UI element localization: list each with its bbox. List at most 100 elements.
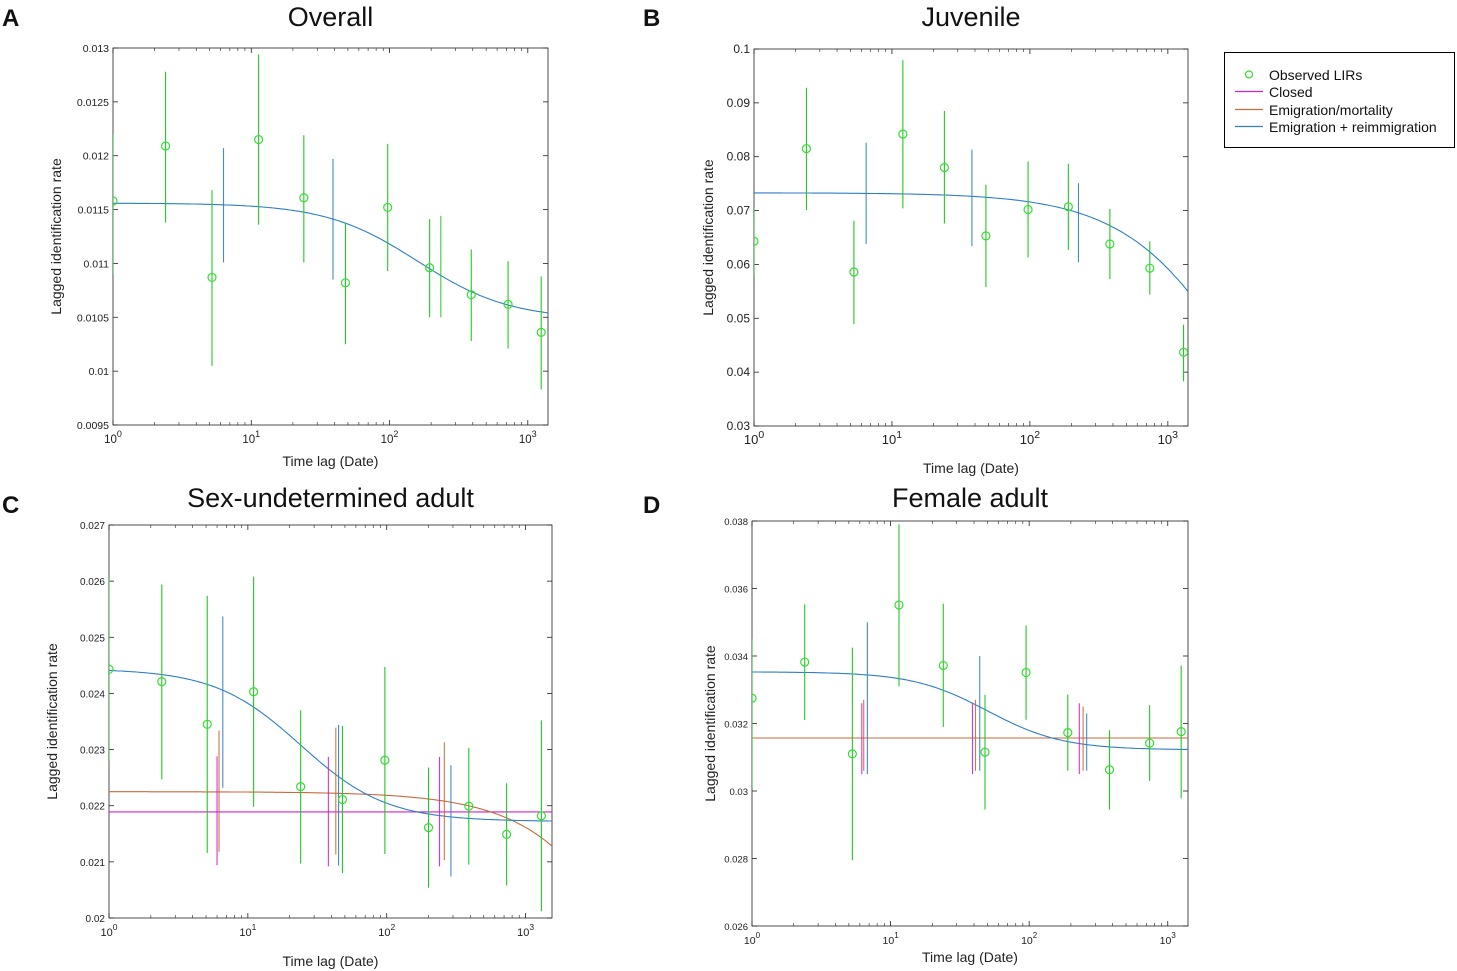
y-axis-label: Lagged identification rate xyxy=(700,159,716,316)
observed-point xyxy=(939,162,949,173)
y-tick-label: 0.012 xyxy=(83,151,109,163)
observed-point xyxy=(207,272,217,283)
panel-title: Overall xyxy=(288,2,374,32)
y-tick-label: 0.027 xyxy=(80,521,105,532)
legend-item-emig-reimm: Emigration + reimmigration xyxy=(1233,118,1437,135)
y-tick-label: 0.1 xyxy=(733,42,750,56)
x-tick-label: 100 xyxy=(101,922,118,939)
y-tick-label: 0.09 xyxy=(727,96,751,110)
y-tick-label: 0.0105 xyxy=(77,312,109,324)
observed-point xyxy=(423,823,434,833)
x-tick-label: 103 xyxy=(1158,429,1178,447)
plot-frame xyxy=(753,48,1189,427)
x-tick-label: 100 xyxy=(104,429,122,446)
observed-point xyxy=(898,129,908,139)
legend-label-closed: Closed xyxy=(1269,83,1313,100)
observed-point xyxy=(981,231,991,241)
panel-letter: C xyxy=(2,492,19,519)
observed-point xyxy=(849,267,859,277)
x-tick-label: 101 xyxy=(242,429,260,446)
y-tick-label: 0.04 xyxy=(727,365,751,379)
observed-marker-icon xyxy=(1233,66,1265,83)
legend-item-emig-mort: Emigration/mortality xyxy=(1233,101,1393,118)
legend-item-closed: Closed xyxy=(1233,83,1313,100)
curve-emig-reimm xyxy=(754,192,1188,292)
plot-frame xyxy=(751,520,1189,927)
x-tick-label: 103 xyxy=(519,429,537,446)
y-tick-label: 0.03 xyxy=(730,787,749,798)
legend-label-emig-reimm: Emigration + reimmigration xyxy=(1269,118,1437,135)
y-axis-label: Lagged identification rate xyxy=(702,645,718,802)
observed-point xyxy=(425,263,435,273)
y-tick-label: 0.07 xyxy=(727,204,751,218)
y-tick-label: 0.023 xyxy=(80,746,105,757)
observed-point xyxy=(1063,728,1073,738)
emig-reimm-line-icon xyxy=(1233,118,1265,135)
observed-point xyxy=(503,299,513,309)
legend-label-emig-mort: Emigration/mortality xyxy=(1269,101,1393,118)
closed-line-icon xyxy=(1233,83,1265,100)
observed-point xyxy=(1063,202,1073,212)
observed-point xyxy=(466,290,476,300)
x-axis-label: Time lag (Date) xyxy=(283,453,379,469)
plot-area xyxy=(754,60,1188,382)
observed-point xyxy=(1178,347,1188,357)
observed-point xyxy=(536,811,546,821)
plot-frame xyxy=(112,47,549,426)
observed-point xyxy=(894,600,904,610)
x-tick-label: 101 xyxy=(883,931,900,947)
y-tick-label: 0.01 xyxy=(89,366,110,378)
y-tick-label: 0.011 xyxy=(84,258,110,270)
x-tick-label: 102 xyxy=(1021,931,1038,947)
observed-point xyxy=(254,134,264,145)
panel-letter: A xyxy=(2,5,19,32)
y-tick-label: 0.0095 xyxy=(77,420,109,432)
observed-point xyxy=(980,747,990,757)
x-axis-label: Time lag (Date) xyxy=(283,953,379,969)
observed-point xyxy=(383,202,393,213)
observed-point xyxy=(501,829,512,839)
observed-point xyxy=(1176,726,1186,737)
y-tick-label: 0.0115 xyxy=(78,205,109,217)
observed-point xyxy=(938,660,948,671)
legend: Observed LIRs Closed Emigration/mortalit… xyxy=(1224,52,1455,148)
y-tick-label: 0.024 xyxy=(80,689,105,700)
y-axis-label: Lagged identification rate xyxy=(44,643,60,800)
observed-point xyxy=(340,278,351,288)
observed-point xyxy=(1145,263,1155,273)
panel-letter: B xyxy=(643,5,660,32)
y-tick-label: 0.026 xyxy=(724,922,748,933)
observed-point xyxy=(1021,667,1031,678)
x-axis-label: Time lag (Date) xyxy=(922,949,1018,965)
observed-point xyxy=(296,782,306,792)
observed-point xyxy=(299,193,309,203)
observed-point xyxy=(160,141,171,151)
observed-point xyxy=(249,687,259,697)
observed-point xyxy=(1105,239,1115,249)
y-tick-label: 0.034 xyxy=(724,652,748,663)
observed-point xyxy=(801,144,812,154)
panel-title: Female adult xyxy=(892,483,1049,513)
y-axis-label: Lagged identification rate xyxy=(48,158,64,315)
curve-emig-reimm xyxy=(109,669,552,822)
panel-c: C Sex-undetermined adult 0.02 0.021 0.022 0.0… xyxy=(2,483,553,969)
y-tick-label: 0.05 xyxy=(727,311,751,325)
panel-b: B Juvenile 0.03 0.04 0.05 0.06 0.07 0.08 0.09 0.1… xyxy=(643,2,1189,476)
legend-item-observed: Observed LIRs xyxy=(1233,66,1362,83)
observed-point xyxy=(800,657,810,667)
y-tick-label: 0.02 xyxy=(86,914,106,925)
observed-point xyxy=(380,755,390,765)
x-tick-label: 101 xyxy=(239,922,256,939)
y-tick-label: 0.06 xyxy=(727,257,751,271)
y-tick-label: 0.026 xyxy=(80,577,105,588)
x-axis-label: Time lag (Date) xyxy=(923,460,1019,476)
observed-point xyxy=(847,749,857,759)
curve-emig-reimm xyxy=(113,202,548,314)
y-tick-label: 0.028 xyxy=(724,855,748,866)
observed-point xyxy=(113,196,118,206)
curve-emig-reimm xyxy=(752,671,1188,750)
panel-title: Sex-undetermined adult xyxy=(187,483,474,513)
x-tick-label: 100 xyxy=(744,429,764,447)
y-tick-label: 0.08 xyxy=(727,150,751,164)
y-tick-label: 0.038 xyxy=(724,517,748,528)
